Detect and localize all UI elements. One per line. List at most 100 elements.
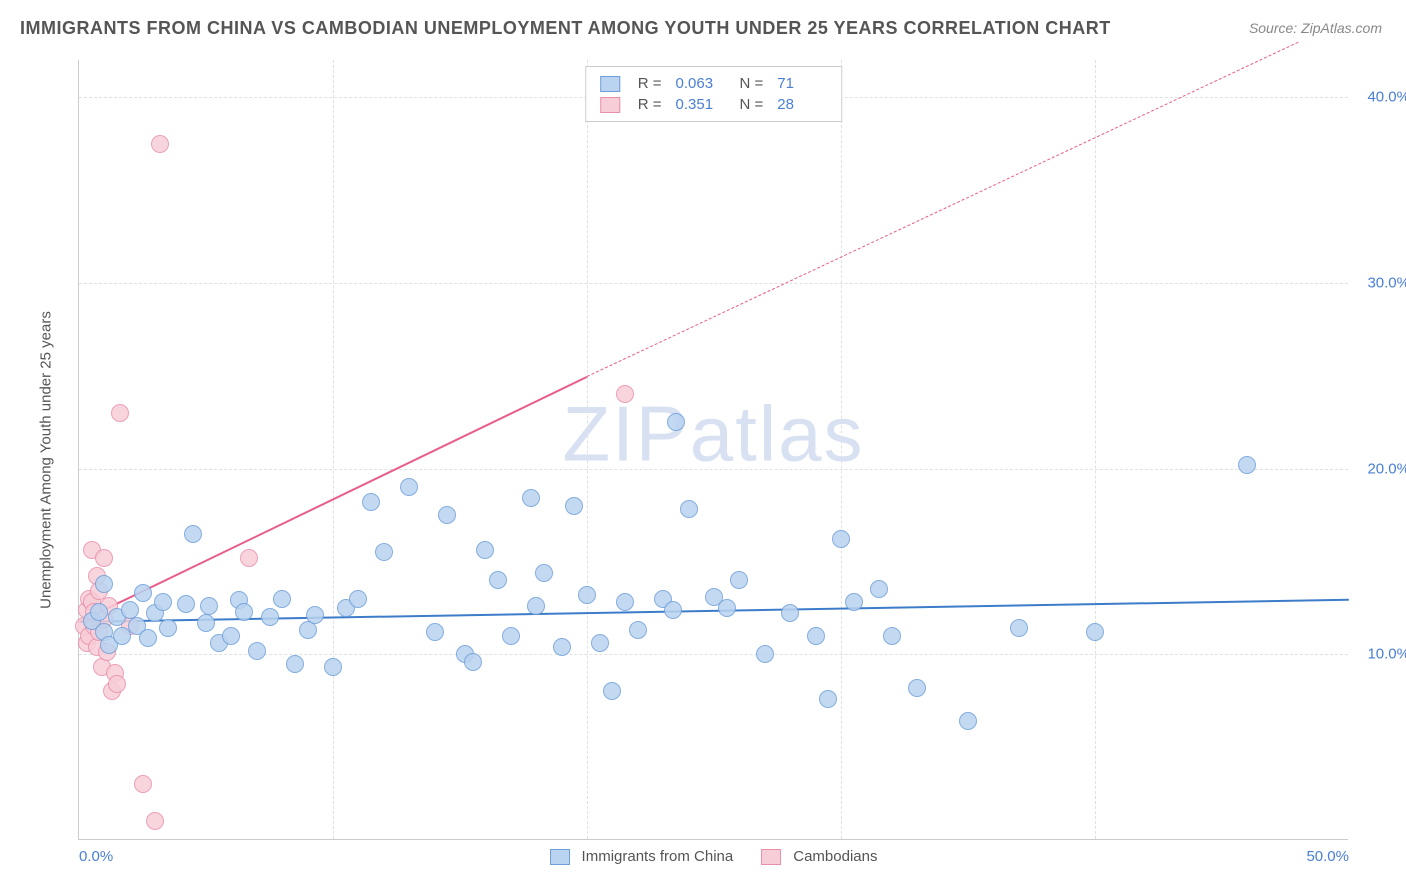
scatter-point	[200, 597, 218, 615]
scatter-point	[306, 606, 324, 624]
swatch-icon	[761, 849, 781, 865]
scatter-point	[718, 599, 736, 617]
scatter-point	[781, 604, 799, 622]
scatter-point	[375, 543, 393, 561]
scatter-point	[426, 623, 444, 641]
correlation-legend: R = 0.063 N = 71 R = 0.351 N = 28	[585, 66, 843, 122]
plot-area: ZIPatlas R = 0.063 N = 71 R = 0.351 N = …	[78, 60, 1348, 840]
scatter-point	[159, 619, 177, 637]
scatter-point	[95, 575, 113, 593]
scatter-point	[522, 489, 540, 507]
legend-r-value: 0.063	[676, 75, 726, 92]
gridline-horizontal	[79, 654, 1348, 655]
y-tick-label: 10.0%	[1354, 646, 1406, 663]
gridline-vertical	[587, 60, 588, 839]
series-legend: Immigrants from China Cambodians	[550, 848, 878, 865]
chart-container: Unemployment Among Youth under 25 years …	[54, 60, 1384, 860]
legend-r-label: R =	[638, 75, 662, 92]
scatter-point	[553, 638, 571, 656]
swatch-icon	[550, 849, 570, 865]
scatter-point	[1086, 623, 1104, 641]
scatter-point	[502, 627, 520, 645]
scatter-point	[1238, 456, 1256, 474]
scatter-point	[235, 603, 253, 621]
scatter-point	[489, 571, 507, 589]
scatter-point	[177, 595, 195, 613]
scatter-point	[324, 658, 342, 676]
scatter-point	[819, 690, 837, 708]
scatter-point	[680, 500, 698, 518]
scatter-point	[807, 627, 825, 645]
scatter-point	[400, 478, 418, 496]
scatter-point	[134, 584, 152, 602]
legend-n-value: 71	[777, 75, 827, 92]
scatter-point	[139, 629, 157, 647]
legend-row-series2: R = 0.351 N = 28	[600, 94, 828, 115]
legend-label: Cambodians	[793, 848, 877, 865]
swatch-icon	[600, 97, 620, 113]
y-tick-label: 40.0%	[1354, 89, 1406, 106]
y-tick-label: 30.0%	[1354, 274, 1406, 291]
scatter-point	[121, 601, 139, 619]
scatter-point	[134, 775, 152, 793]
scatter-point	[240, 549, 258, 567]
scatter-point	[845, 593, 863, 611]
legend-item-series1: Immigrants from China	[550, 848, 734, 865]
scatter-point	[111, 404, 129, 422]
scatter-point	[154, 593, 172, 611]
scatter-point	[959, 712, 977, 730]
scatter-point	[730, 571, 748, 589]
scatter-point	[603, 682, 621, 700]
scatter-point	[90, 603, 108, 621]
scatter-point	[908, 679, 926, 697]
scatter-point	[184, 525, 202, 543]
scatter-point	[756, 645, 774, 663]
x-tick-label: 0.0%	[79, 848, 113, 865]
scatter-point	[883, 627, 901, 645]
scatter-point	[870, 580, 888, 598]
watermark: ZIPatlas	[562, 388, 864, 479]
scatter-point	[664, 601, 682, 619]
scatter-point	[832, 530, 850, 548]
legend-n-label: N =	[740, 75, 764, 92]
scatter-point	[476, 541, 494, 559]
gridline-horizontal	[79, 283, 1348, 284]
scatter-point	[95, 549, 113, 567]
scatter-point	[616, 593, 634, 611]
scatter-point	[222, 627, 240, 645]
legend-row-series1: R = 0.063 N = 71	[600, 73, 828, 94]
gridline-vertical	[333, 60, 334, 839]
y-axis-label: Unemployment Among Youth under 25 years	[38, 311, 55, 609]
scatter-point	[535, 564, 553, 582]
gridline-vertical	[841, 60, 842, 839]
x-tick-label: 50.0%	[1306, 848, 1349, 865]
scatter-point	[349, 590, 367, 608]
chart-title: IMMIGRANTS FROM CHINA VS CAMBODIAN UNEMP…	[20, 18, 1111, 39]
legend-r-value: 0.351	[676, 96, 726, 113]
legend-item-series2: Cambodians	[761, 848, 877, 865]
scatter-point	[108, 675, 126, 693]
gridline-vertical	[1095, 60, 1096, 839]
scatter-point	[591, 634, 609, 652]
scatter-point	[616, 385, 634, 403]
scatter-point	[248, 642, 266, 660]
scatter-point	[527, 597, 545, 615]
scatter-point	[1010, 619, 1028, 637]
scatter-point	[362, 493, 380, 511]
gridline-horizontal	[79, 469, 1348, 470]
scatter-point	[464, 653, 482, 671]
swatch-icon	[600, 76, 620, 92]
scatter-point	[197, 614, 215, 632]
scatter-point	[667, 413, 685, 431]
y-tick-label: 20.0%	[1354, 460, 1406, 477]
legend-r-label: R =	[638, 96, 662, 113]
scatter-point	[438, 506, 456, 524]
scatter-point	[578, 586, 596, 604]
legend-n-label: N =	[740, 96, 764, 113]
scatter-point	[273, 590, 291, 608]
legend-label: Immigrants from China	[582, 848, 734, 865]
scatter-point	[151, 135, 169, 153]
scatter-point	[629, 621, 647, 639]
source-attribution: Source: ZipAtlas.com	[1249, 20, 1382, 36]
scatter-point	[565, 497, 583, 515]
